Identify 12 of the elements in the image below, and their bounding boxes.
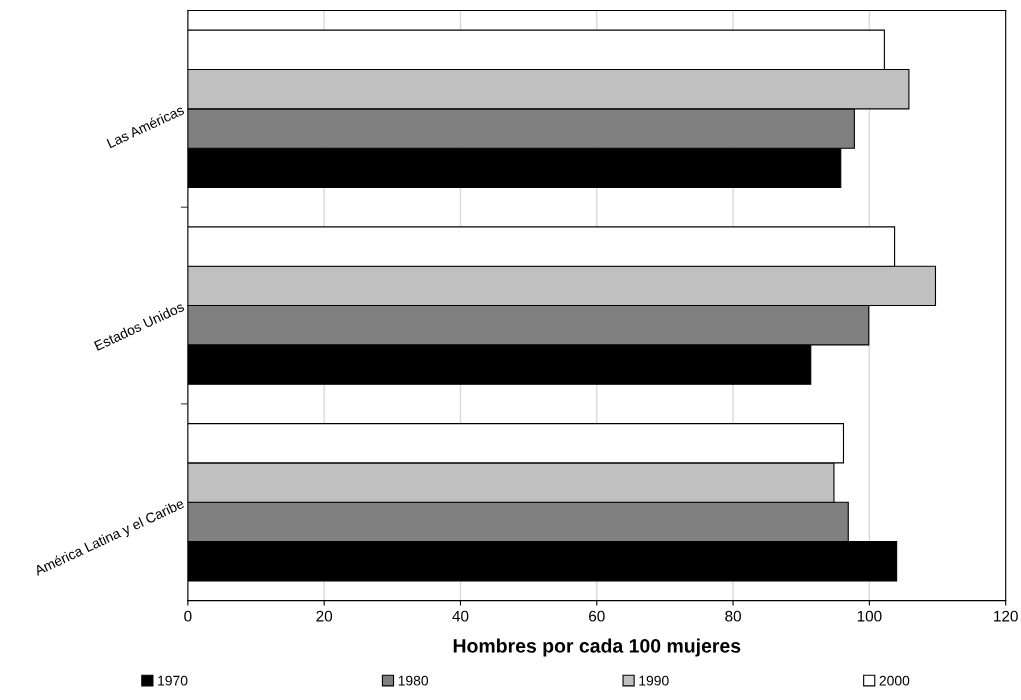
x-tick-label: 0 — [184, 610, 192, 622]
x-tick-label: 60 — [589, 610, 605, 622]
x-tick-label: 40 — [452, 610, 469, 622]
x-tick-label: 100 — [857, 610, 882, 622]
x-tick-label: 20 — [316, 610, 333, 622]
legend-label: 1990 — [639, 675, 669, 686]
x-tick-label: 80 — [725, 610, 741, 622]
legend-label: 1980 — [398, 675, 429, 686]
legend-label: 2000 — [879, 675, 910, 686]
x-axis-title: Hombres por cada 100 mujeres — [453, 638, 741, 657]
legend-label: 1970 — [158, 675, 188, 686]
x-tick-label: 120 — [994, 610, 1018, 622]
